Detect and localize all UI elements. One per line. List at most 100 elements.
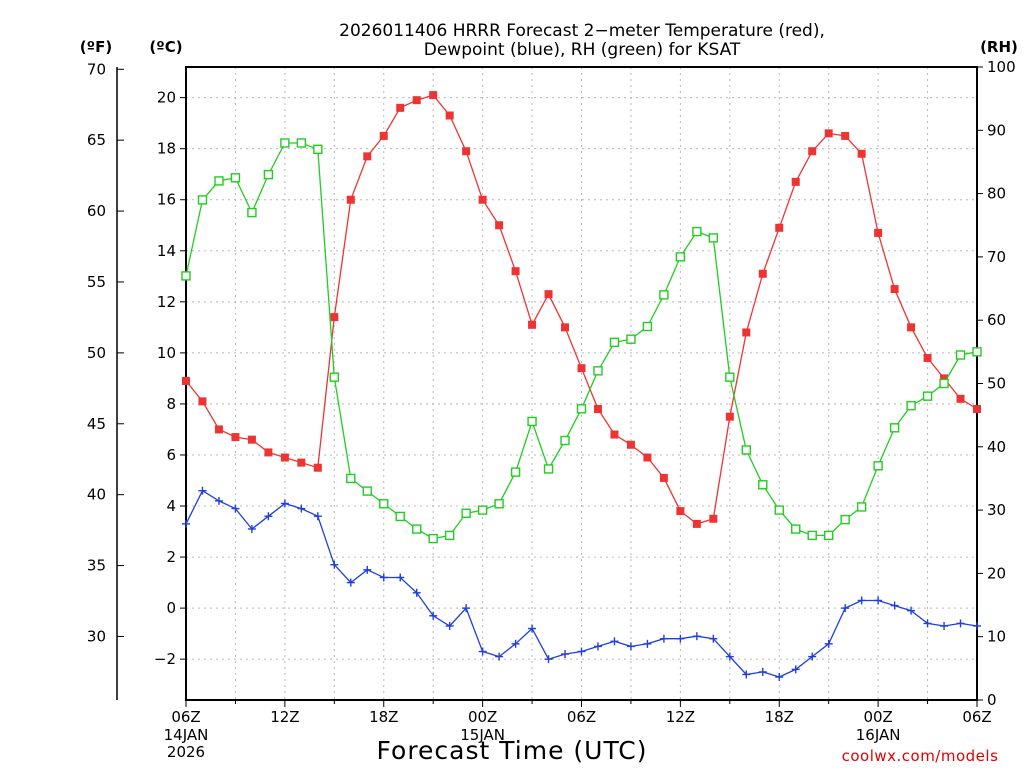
temperature-point [709,514,718,523]
dewpoint-point [396,573,405,582]
celsius-tick-label: 14 [157,242,176,260]
dewpoint-point [462,604,471,613]
rh-point [659,290,669,300]
temperature-point [528,320,537,329]
fahrenheit-tick-label: 50 [87,344,106,362]
temperature-point [495,221,504,230]
dewpoint-point [890,601,899,610]
temperature-point [297,458,306,467]
temperature-point [379,131,388,140]
dewpoint-point [214,496,223,505]
axes-layer: −2 0 2 4 6 8 10 12 14 16 18 20 35 40 45 50 55 60 65 70 30 0 10… [87,58,1016,761]
temperature-point [577,364,586,373]
rh-tick-label: 90 [987,121,1006,139]
x-tick-label: 18Z [765,708,794,726]
temperature-point [874,228,883,237]
rh-point [939,378,949,389]
rh-point [856,502,867,512]
dewpoint-point [297,504,306,513]
temperature-point [659,473,668,482]
rh-point [708,233,719,243]
rh-point [527,416,537,427]
x-tick-label: 06Z [171,708,200,726]
dewpoint-point [561,650,570,659]
dewpoint-point [593,642,602,651]
rh-tick-label: 80 [987,185,1006,203]
dewpoint-point [577,647,586,656]
celsius-tick-label: 4 [166,497,176,515]
dewpoint-point [791,665,800,674]
fahrenheit-tick-label: 60 [87,202,106,220]
rh-point [906,400,916,411]
dewpoint-point [264,512,273,521]
temperature-point [725,412,734,421]
dewpoint-point [923,619,932,628]
rh-point [395,511,405,522]
rh-tick-label: 60 [987,311,1006,329]
x-tick-label: 00Z [863,708,892,726]
temperature-point [626,440,635,449]
rh-point [461,508,471,518]
rh-point [379,499,389,509]
celsius-tick-label: −2 [154,650,176,668]
temperature-point [923,353,932,362]
dewpoint-point [692,632,701,641]
rh-point [758,480,768,490]
rh-point [247,207,257,218]
x-tick-label: 06Z [962,708,991,726]
dewpoint-point [709,634,718,643]
rh-tick-label: 10 [987,628,1006,646]
dewpoint-point [363,565,372,574]
rh-point [214,176,224,186]
dewpoint-point [511,639,520,648]
dewpoint-point [528,624,537,633]
rh-point [329,372,340,382]
dewpoint-point [610,637,619,646]
rh-point [412,524,422,534]
dewpoint-point [659,634,668,643]
dewpoint-point [313,512,322,521]
fahrenheit-tick-label: 70 [87,60,106,78]
rh-point [922,391,933,401]
dewpoint-point [775,673,784,682]
temperature-point [478,195,487,204]
x-axis-title: Forecast Time (UTC) [377,736,648,765]
rh-tick-label: 40 [987,438,1006,456]
chart-title-line2: Dewpoint (blue), RH (green) for KSAT [424,40,741,60]
celsius-tick-label: 10 [157,344,176,362]
rh-point [774,505,784,515]
temperature-point [247,435,256,444]
dewpoint-point [956,619,965,628]
dewpoint-point [429,611,438,620]
x-date-label: 14JAN [164,726,209,744]
dewpoint-point [907,606,916,615]
dewpoint-point [198,486,207,495]
dewpoint-point [495,652,504,661]
dewpoint-point [676,634,685,643]
temperature-point [198,397,207,406]
fahrenheit-tick-label: 65 [87,131,106,149]
temperature-point [940,374,949,383]
rh-tick-label: 50 [987,375,1006,393]
rh-point [346,473,356,484]
celsius-tick-label: 8 [166,395,176,413]
rh-point [626,334,636,344]
dewpoint-point [330,560,339,569]
celsius-unit-label: (ºC) [149,38,182,56]
rh-point [197,195,208,205]
rh-point [823,530,834,541]
temperature-point [956,394,965,403]
grid-layer [186,67,977,700]
temperature-point [544,290,553,299]
rh-point [510,467,521,477]
rh-point [428,533,438,544]
temperature-point [791,177,800,186]
temperature-point [841,131,850,140]
dewpoint-point [643,639,652,648]
rh-point [642,321,653,332]
dewpoint-point [280,499,289,508]
temperature-point [182,376,190,385]
dewpoint-point [478,647,487,656]
rh-point [362,486,372,496]
